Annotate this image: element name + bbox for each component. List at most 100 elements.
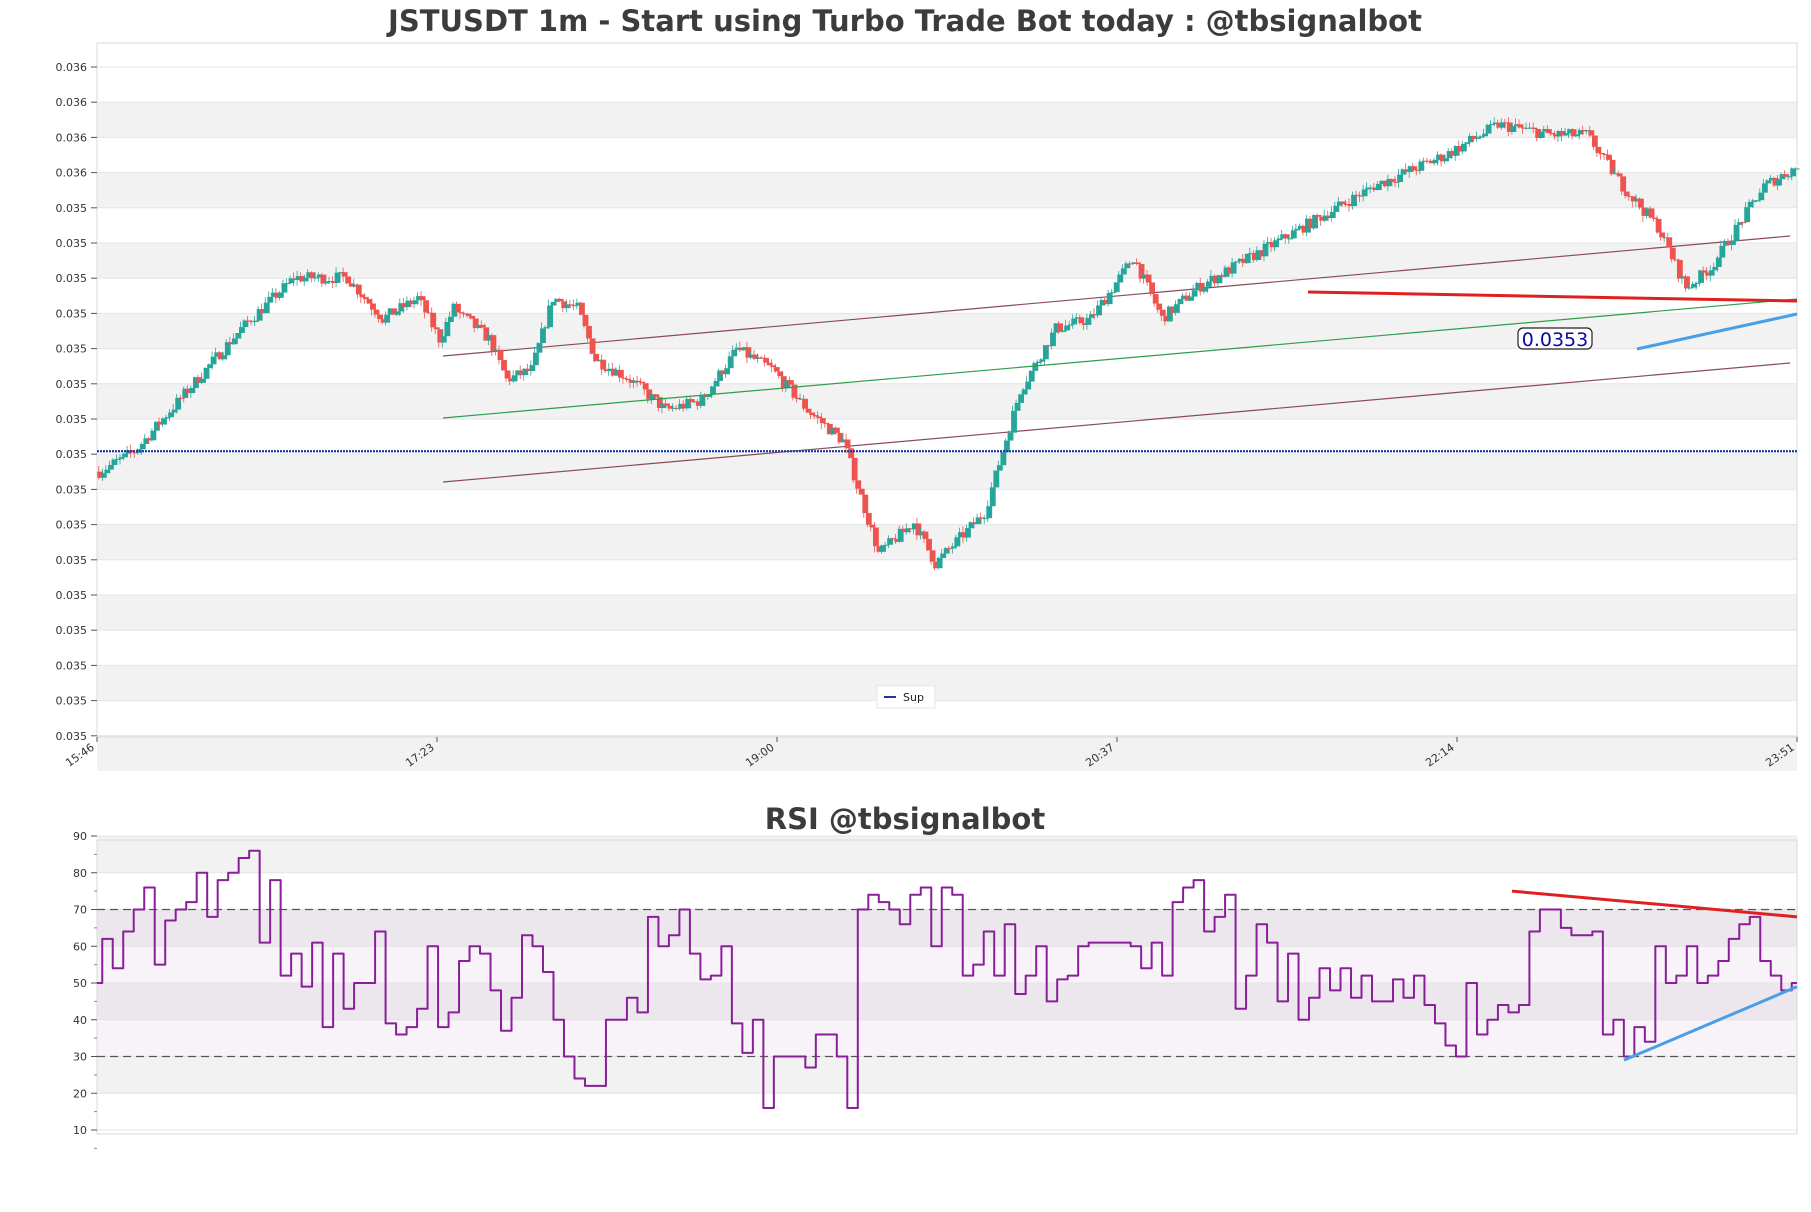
candle-up [904,528,911,533]
candle-down [1429,160,1435,164]
candle-up [1421,160,1428,162]
candle-down [819,418,826,424]
main-y-tick-label: 0.036 [56,61,88,74]
candle-up [1443,158,1450,162]
candle-up [1758,192,1765,201]
candle-down [586,325,592,339]
candle-up [784,380,791,388]
candle-down [862,494,869,514]
candle-down [217,352,224,360]
candle-down [1506,122,1513,132]
candle-up [221,355,228,360]
candle-down [695,401,702,406]
candle-down [933,561,940,569]
candle-up [1747,201,1754,208]
candle-down [309,272,316,279]
candle-down [837,432,844,443]
candle-down [617,369,624,378]
legend: Sup [876,685,936,709]
candle-down [501,360,507,371]
candle-up [1181,295,1187,299]
main-y-tick-label: 0.035 [56,378,88,391]
candle-up [1680,276,1687,279]
candle-up [1691,284,1697,288]
candle-up [1195,282,1202,291]
candle-down [642,383,649,390]
main-y-tick-label: 0.035 [56,730,88,743]
candle-up [1071,318,1078,325]
candle-up [1712,266,1719,271]
candle-down [720,370,727,375]
candle-up [1567,129,1573,134]
candle-up [798,398,805,400]
candle-down [1425,160,1432,162]
candle-up [1287,238,1294,240]
candle-down [625,378,631,380]
candle-up [1053,323,1060,333]
candle-up [1687,287,1694,289]
candle-up [1117,274,1124,283]
candle-up [1113,282,1120,293]
candle-down [1390,178,1396,182]
candle-up [734,347,741,350]
candle-up [143,438,150,444]
candle-up [1645,208,1651,216]
candle-up [1007,432,1014,441]
candle-down [561,301,568,309]
rsi-chart-title: RSI @tbsignalbot [765,802,1046,836]
candle-up [989,487,996,507]
rsi-y-tick-label: 30 [73,1051,87,1064]
candle-up [447,316,454,323]
candle-up [692,401,699,403]
candle-up [1018,394,1025,403]
rsi-band [97,836,1797,873]
candle-up [1489,124,1496,126]
candle-up [897,528,904,542]
candle-up [182,388,189,398]
candle-down [872,527,879,547]
candle-down [1170,306,1177,313]
channel-upper-line [442,235,1791,357]
rsi-series [97,849,1797,1109]
candle-up [543,327,550,329]
candle-down [1581,130,1588,132]
candle-up [965,528,971,538]
candle-down [1326,215,1333,219]
candle-up [919,531,925,536]
candle-up [540,328,546,344]
price-label-box [1517,327,1593,350]
candle-up [1722,240,1729,246]
candle-down [1676,259,1683,279]
candle-up [660,403,667,409]
candle-up [1035,361,1042,364]
candle-down [1684,276,1690,289]
candle-up [175,397,182,410]
candle-up [1177,298,1184,305]
candle-up [139,443,146,450]
candle-down [656,397,663,409]
rsi-band [97,1056,1797,1094]
candle-up [1485,124,1492,134]
candle-up [1085,317,1092,325]
rsi-y-tick-label: 90 [73,830,87,843]
rsi-band [97,909,1797,947]
candle-up [214,352,221,357]
candle-down [1637,198,1644,208]
candle-up [1769,177,1775,181]
candle-up [1011,410,1017,433]
candle-down [1149,282,1156,295]
candle-up [115,458,121,460]
candle-up [210,356,217,365]
candle-up [1662,237,1669,239]
candle-down [355,284,362,295]
candle-up [1329,211,1336,219]
candle-up [993,470,1000,488]
candle-down [848,448,855,458]
candle-down [1439,154,1446,162]
candle-down [972,522,978,525]
candle-up [416,296,422,301]
candle-up [515,370,522,376]
candle-up [1050,332,1056,347]
candle-down [674,407,681,409]
